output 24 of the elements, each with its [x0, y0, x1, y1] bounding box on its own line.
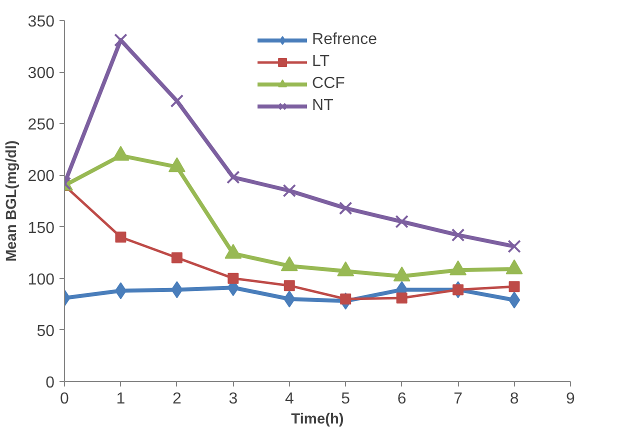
y-tick-label: 50 — [36, 322, 55, 340]
x-tick-label: 4 — [284, 390, 294, 408]
legend-label: NT — [312, 97, 334, 115]
y-tick-label: 300 — [28, 65, 55, 82]
x-axis-title: Time(h) — [291, 412, 344, 428]
legend-label: CCF — [312, 75, 345, 93]
y-tick-label: 250 — [28, 116, 55, 134]
x-tick-label: 5 — [341, 390, 350, 408]
x-tick-label: 1 — [116, 390, 126, 408]
y-tick-label: 0 — [46, 374, 55, 392]
x-tick-label: 3 — [228, 390, 238, 408]
x-tick-label: 7 — [454, 390, 463, 408]
y-tick-label: 150 — [28, 220, 55, 237]
x-tick-label: 8 — [510, 390, 519, 408]
x-tick-label: 6 — [397, 390, 406, 408]
y-tick-label: 200 — [28, 168, 55, 186]
x-tick-label: 0 — [60, 390, 70, 408]
legend-label: LT — [312, 53, 331, 71]
y-axis-title: Mean BGL(mg/dl) — [4, 140, 20, 262]
x-tick-label: 9 — [566, 390, 576, 408]
y-tick-label: 100 — [28, 271, 55, 288]
x-tick-label: 2 — [172, 390, 182, 408]
legend-label: Refrence — [312, 31, 377, 49]
y-tick-label: 350 — [28, 14, 55, 30]
